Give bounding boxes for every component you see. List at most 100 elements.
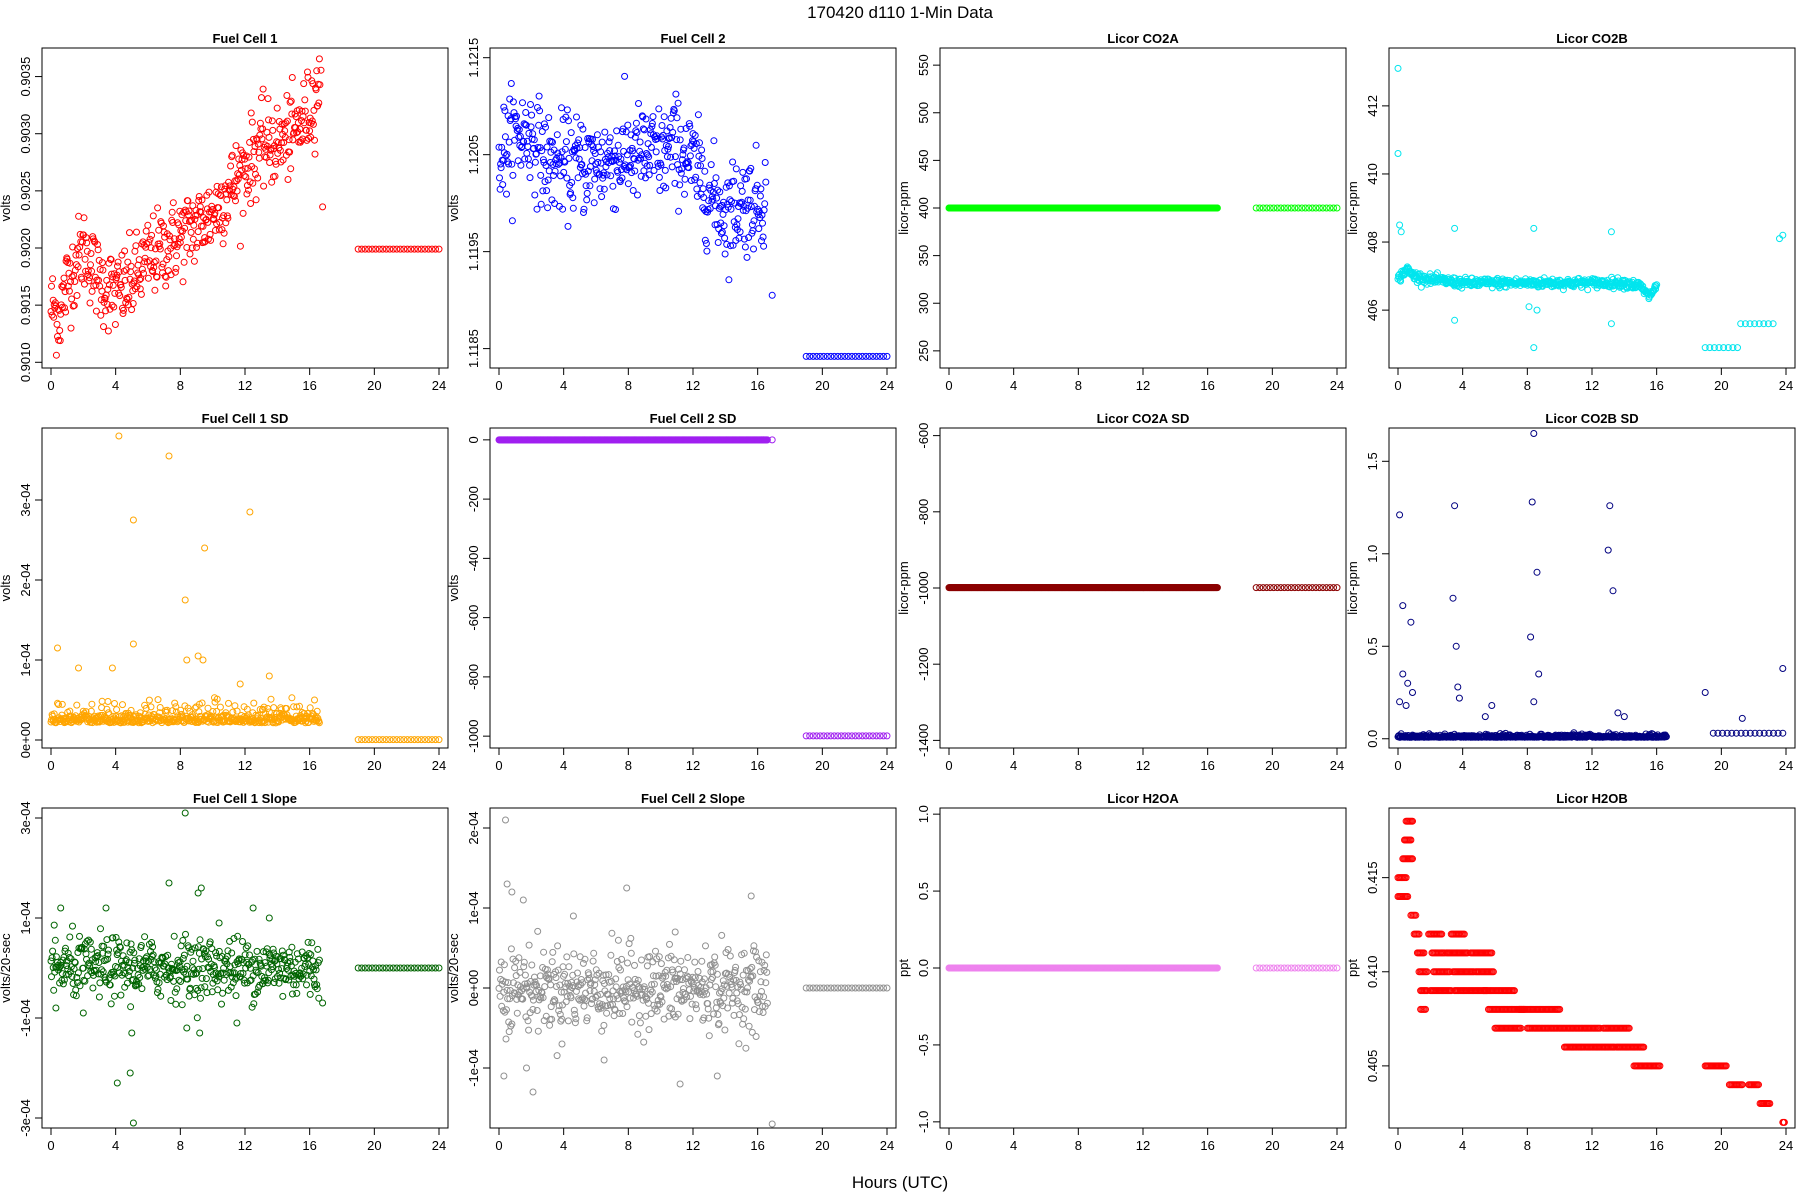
data-point: [578, 161, 586, 168]
data-point: [414, 245, 422, 253]
data-point: [706, 205, 714, 213]
data-point: [115, 268, 123, 276]
data-point: [639, 125, 647, 133]
y-tick-label: 500: [916, 102, 931, 124]
data-point: [729, 158, 737, 166]
y-tick-label: -400: [466, 545, 481, 571]
y-axis-label: licor-ppm: [1345, 561, 1360, 614]
data-point: [1662, 733, 1670, 741]
data-point: [358, 245, 366, 253]
data-point: [277, 955, 285, 963]
data-point: [569, 204, 577, 212]
x-tick-label: 0: [47, 378, 54, 393]
data-point: [102, 307, 110, 315]
data-point: [72, 261, 80, 269]
data-point: [718, 228, 726, 236]
data-point: [87, 945, 95, 953]
data-point: [213, 182, 221, 190]
x-tick-label: 20: [367, 378, 381, 393]
data-point: [844, 732, 852, 740]
data-point: [50, 986, 58, 994]
data-point: [697, 162, 704, 170]
data-point: [432, 736, 439, 744]
data-point: [51, 299, 59, 307]
data-point: [313, 707, 321, 715]
panel-title: Licor CO2B: [1556, 31, 1628, 46]
data-point: [768, 436, 776, 444]
data-point: [736, 228, 744, 236]
data-point: [240, 172, 248, 180]
data-point: [562, 138, 570, 146]
data-point: [747, 164, 755, 172]
data-point: [386, 245, 394, 253]
x-tick-label: 0: [1394, 758, 1401, 773]
data-point: [540, 120, 548, 128]
data-point: [1769, 320, 1777, 328]
data-point: [591, 175, 599, 183]
x-tick-label: 20: [1265, 758, 1279, 773]
data-point: [551, 167, 559, 175]
y-tick-label: 0.9035: [18, 57, 33, 97]
data-point: [605, 138, 613, 146]
x-tick-label: 16: [302, 1138, 316, 1153]
data-point: [618, 174, 626, 182]
data-point: [646, 161, 654, 169]
data-point: [1530, 698, 1538, 706]
data-point: [209, 708, 217, 715]
data-point: [68, 295, 76, 303]
data-point: [86, 962, 94, 970]
data-point: [259, 125, 267, 133]
data-point: [734, 215, 742, 223]
data-point: [1273, 584, 1281, 592]
data-point: [219, 989, 227, 997]
data-point: [52, 953, 60, 961]
data-point: [600, 185, 608, 193]
data-point: [435, 245, 443, 253]
data-point: [153, 273, 161, 281]
data-point: [141, 933, 149, 941]
data-point: [816, 352, 824, 360]
data-point: [723, 240, 731, 248]
data-point: [544, 204, 552, 212]
data-point: [531, 158, 539, 166]
data-point: [149, 212, 157, 220]
data-point: [400, 736, 408, 744]
data-point: [1530, 344, 1538, 352]
data-point: [670, 107, 678, 115]
data-point: [563, 106, 571, 114]
data-point: [48, 311, 56, 319]
y-tick-label: -800: [916, 499, 931, 525]
data-point: [1724, 344, 1732, 352]
data-point: [757, 185, 765, 193]
data-point: [698, 146, 706, 154]
data-point: [1530, 224, 1538, 232]
data-point: [624, 121, 632, 129]
data-point: [301, 96, 309, 104]
data-point: [744, 196, 752, 204]
data-point: [254, 174, 262, 182]
data-point: [233, 707, 241, 715]
data-point: [238, 156, 246, 163]
data-point: [215, 204, 223, 212]
data-point: [505, 160, 513, 168]
data-point: [869, 352, 877, 360]
data-point: [665, 143, 672, 150]
data-point: [1280, 204, 1288, 212]
data-point: [250, 699, 258, 707]
data-point: [49, 947, 57, 955]
data-point: [583, 196, 591, 204]
data-point: [296, 969, 304, 977]
data-point: [115, 432, 123, 440]
data-point: [272, 157, 279, 165]
data-point: [1396, 221, 1404, 229]
x-tick-label: 0: [945, 378, 952, 393]
data-point: [503, 190, 510, 198]
data-point: [156, 704, 164, 711]
data-point: [303, 981, 310, 989]
y-tick-label: 350: [916, 245, 931, 267]
data-point: [1213, 204, 1221, 212]
y-axis-label: volts: [0, 194, 13, 221]
data-point: [577, 121, 585, 129]
data-point: [556, 159, 564, 167]
x-tick-label: 16: [1649, 378, 1663, 393]
